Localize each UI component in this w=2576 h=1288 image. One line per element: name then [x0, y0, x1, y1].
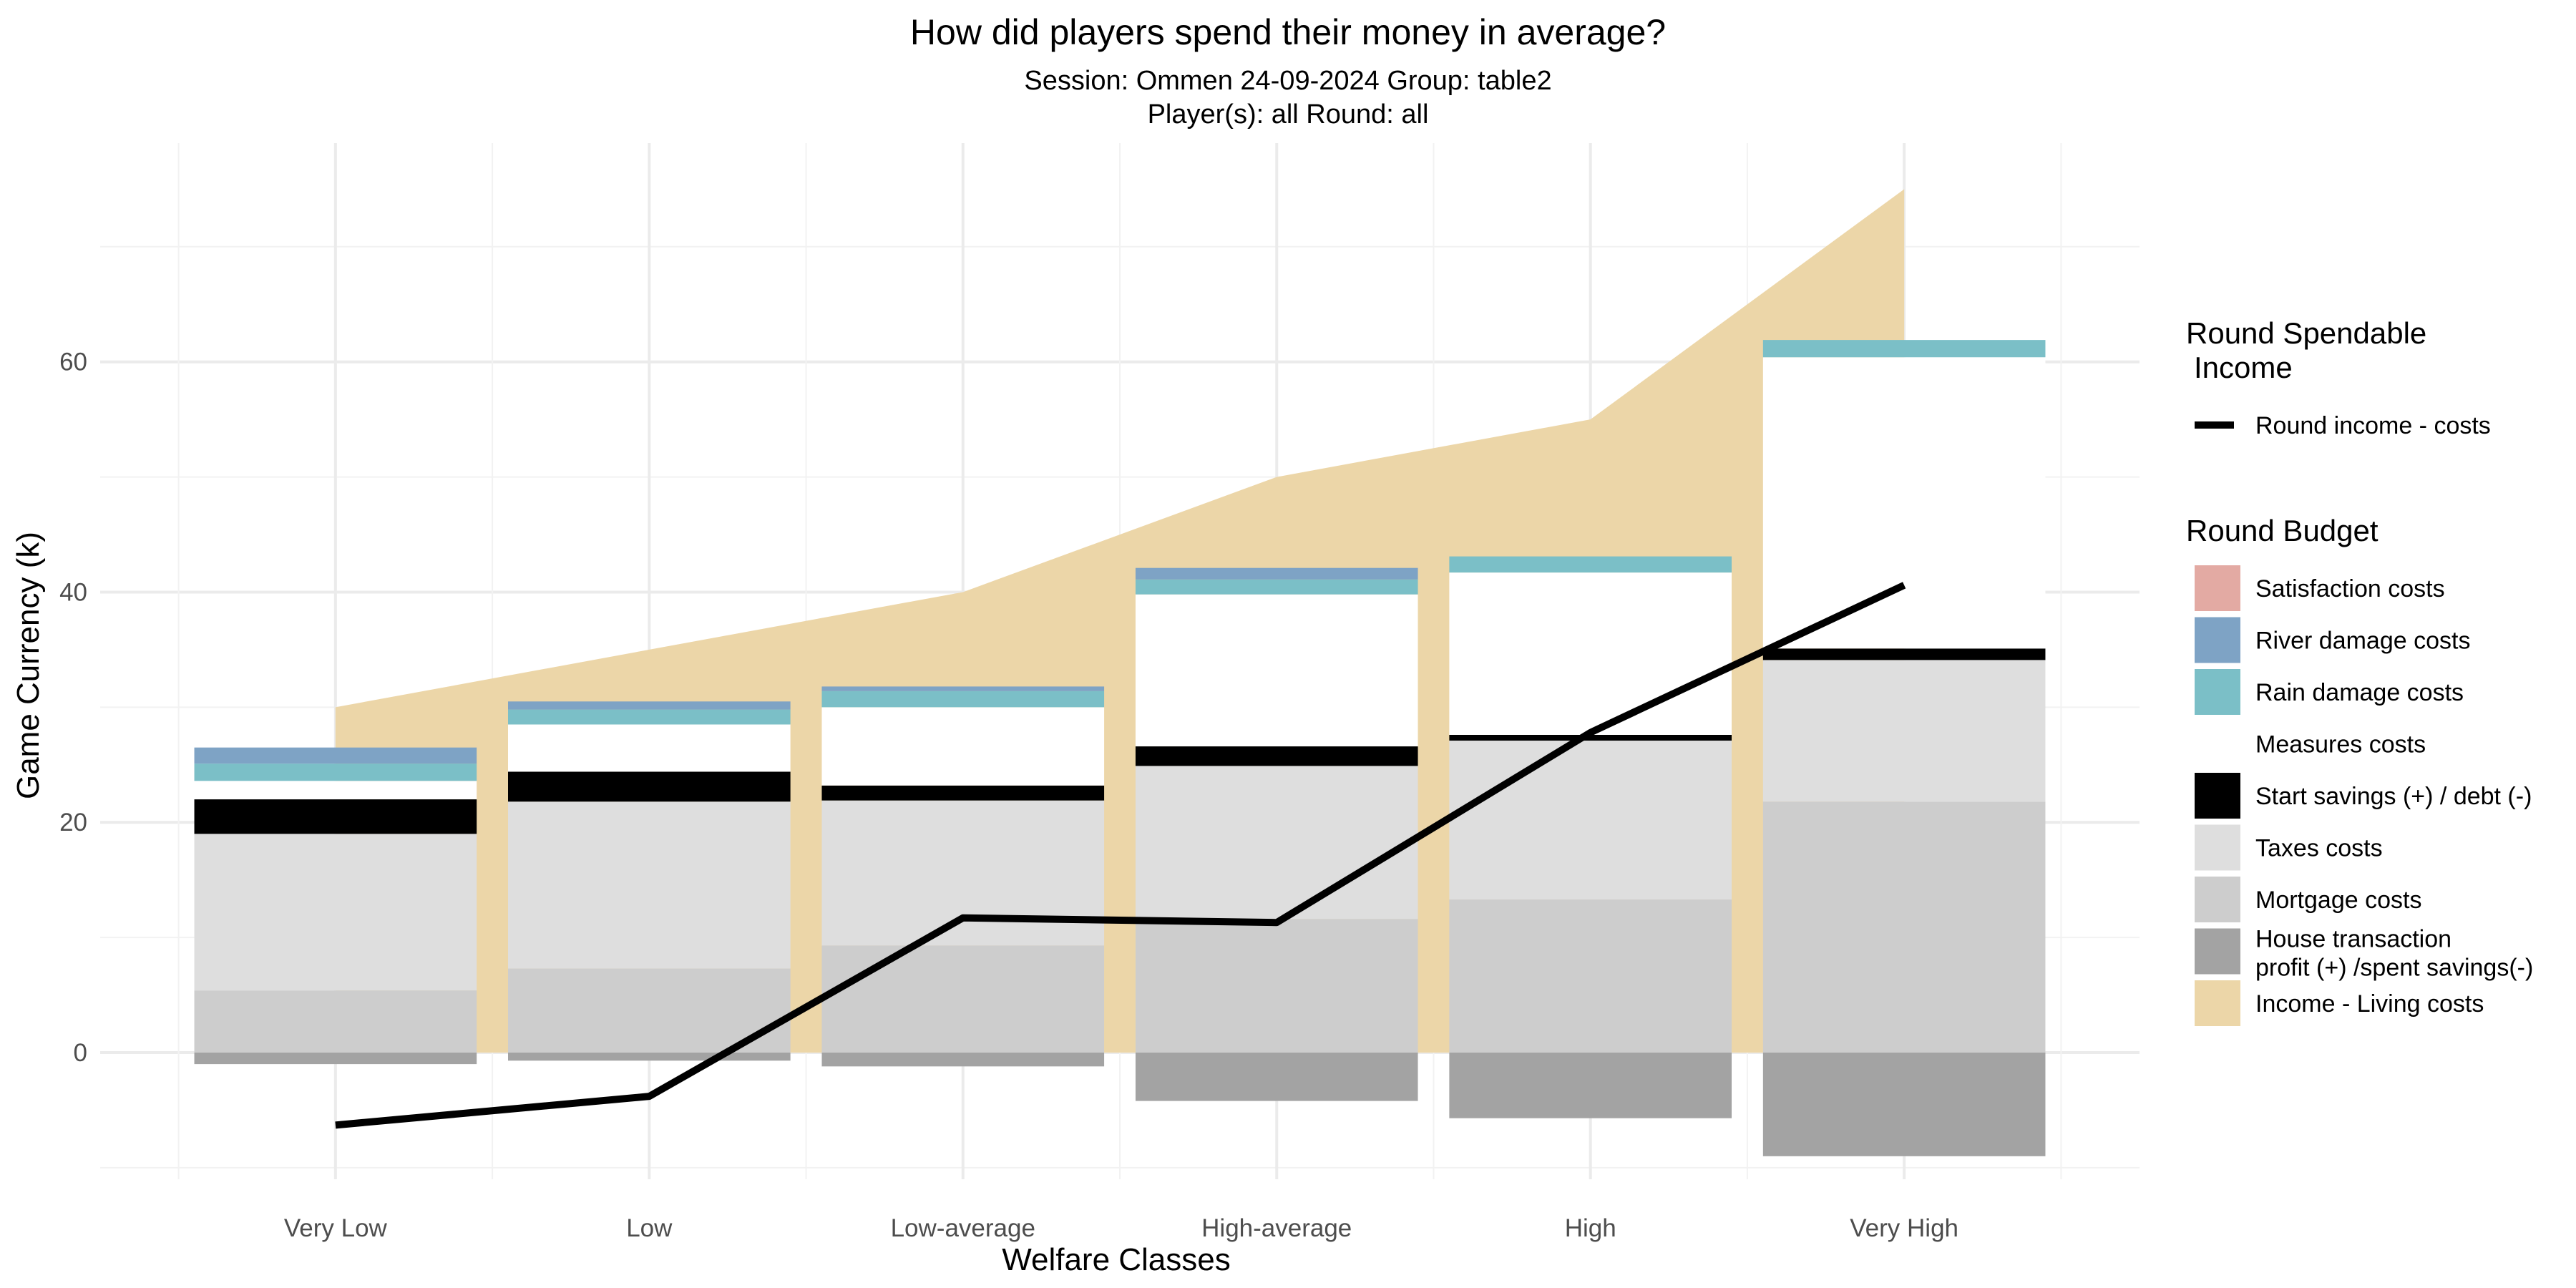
axis-labels-layer: Very Low Low Low-average High-average High Ve… [59, 348, 1958, 1242]
bar-segment [1762, 648, 2046, 660]
bar-segment [1762, 1053, 2046, 1156]
legend-label: House transaction [2255, 926, 2451, 953]
bar-segment [1135, 919, 1418, 1053]
bar-segment [194, 1053, 477, 1065]
legend-key-swatch [2195, 877, 2240, 922]
x-tick-label: Very Low [284, 1214, 388, 1242]
bar-segment [508, 801, 791, 969]
bar-segment [1135, 579, 1418, 595]
bar-segment [1135, 746, 1418, 766]
bar-segment [821, 686, 1105, 691]
x-tick-label: Low-average [891, 1214, 1035, 1242]
income-minus-costs-line [335, 582, 1906, 1129]
bar-segment [508, 701, 791, 710]
bar-segment [1449, 556, 1732, 573]
legend-key-swatch [2195, 980, 2240, 1026]
x-tick-label: High-average [1201, 1214, 1352, 1242]
bar-segment [1449, 734, 1732, 741]
bar-segment [1135, 567, 1418, 580]
chart-title: How did players spend their money in ave… [910, 12, 1666, 52]
y-tick-label: 20 [59, 809, 87, 836]
bar-segment [194, 990, 477, 1053]
legend-key-swatch [2195, 565, 2240, 611]
income-line-layer [335, 582, 1906, 1129]
legend-label: Mortgage costs [2255, 887, 2421, 914]
legend-label: Income - Living costs [2255, 990, 2484, 1018]
legend-title-spendable-line2: Income [2194, 351, 2293, 384]
x-tick-label: Very High [1850, 1214, 1958, 1242]
bar-segment [1762, 660, 2046, 802]
legend-label-income-line: Round income - costs [2255, 412, 2491, 439]
legend-items-budget: Satisfaction costs River damage costs Rain… [2195, 565, 2533, 1026]
chart-subtitle-line2: Player(s): all Round: all [1148, 99, 1429, 130]
legend-title-spendable-line1: Round Spendable [2186, 316, 2426, 350]
legend-key-swatch [2195, 928, 2240, 975]
x-axis-title: Welfare Classes [1002, 1242, 1231, 1277]
legend: Round Spendable Income Round income - co… [2186, 316, 2533, 1026]
legend-label: River damage costs [2255, 628, 2470, 655]
bar-segment [1449, 572, 1732, 735]
bar-segment [508, 771, 791, 802]
bar-segment [821, 785, 1105, 801]
bar-segment [1135, 594, 1418, 747]
bar-segment [1762, 340, 2046, 358]
bar-stack-low-average [821, 686, 1105, 1067]
legend-key-swatch [2195, 669, 2240, 715]
bar-segment [1762, 357, 2046, 649]
bar-segment [821, 691, 1105, 708]
legend-label: profit (+) /spent savings(-) [2255, 955, 2533, 982]
y-tick-label: 0 [74, 1039, 87, 1067]
y-tick-label: 60 [59, 348, 87, 376]
x-tick-label: Low [626, 1214, 673, 1242]
bar-stack-very-low [194, 747, 477, 1065]
chart-subtitle-line1: Session: Ommen 24-09-2024 Group: table2 [1024, 66, 1551, 96]
bar-stack-very-high [1762, 340, 2046, 1156]
bar-segment [194, 799, 477, 834]
bar-segment [821, 945, 1105, 1053]
legend-label: Start savings (+) / debt (-) [2255, 783, 2532, 810]
bar-segment [1449, 741, 1732, 900]
bar-segment [1449, 1053, 1732, 1118]
y-tick-label: 40 [59, 578, 87, 606]
bar-segment [508, 724, 791, 772]
bar-segment [194, 834, 477, 991]
bar-segment [194, 763, 477, 781]
bar-segment [1762, 801, 2046, 1053]
bar-stack-high [1449, 556, 1732, 1118]
bar-stack-low [508, 701, 791, 1061]
bar-stack-high-average [1135, 567, 1418, 1101]
x-tick-label: High [1565, 1214, 1616, 1242]
legend-label: Rain damage costs [2255, 679, 2464, 706]
bar-segment [1449, 899, 1732, 1053]
legend-label: Taxes costs [2255, 835, 2383, 862]
legend-label: Satisfaction costs [2255, 575, 2445, 602]
bar-segment [194, 747, 477, 764]
legend-key-swatch [2195, 617, 2240, 663]
y-axis-title: Game Currency (k) [11, 532, 46, 799]
legend-title-budget: Round Budget [2186, 514, 2379, 547]
bar-segment [1135, 766, 1418, 919]
legend-key-swatch [2195, 773, 2240, 819]
bar-segment [821, 707, 1105, 786]
bar-segment [821, 800, 1105, 946]
legend-label: Measures costs [2255, 731, 2426, 758]
bar-segment [194, 781, 477, 800]
legend-key-swatch [2195, 721, 2240, 767]
bar-segment [1135, 1053, 1418, 1101]
bar-segment [508, 968, 791, 1053]
stacked-bars-layer [194, 340, 2046, 1156]
bar-segment [508, 709, 791, 725]
legend-key-swatch [2195, 824, 2240, 871]
bar-segment [821, 1053, 1105, 1067]
bar-segment [508, 1053, 791, 1061]
